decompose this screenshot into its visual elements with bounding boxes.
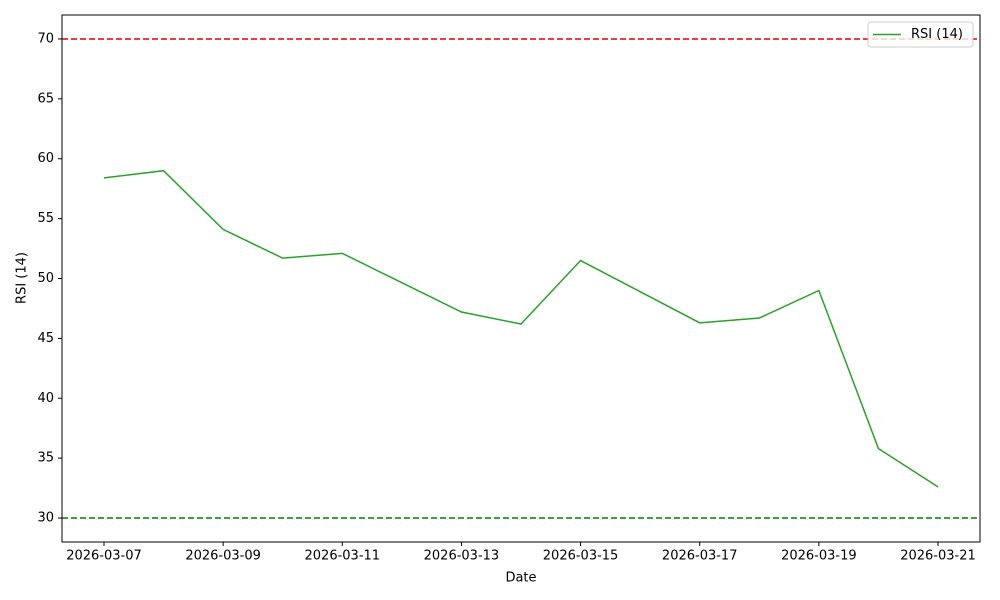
x-tick-label: 2026-03-21 (900, 549, 976, 564)
series-line (103, 169, 939, 488)
y-tick-label: 30 (37, 511, 54, 526)
x-tick-label: 2026-03-17 (662, 549, 738, 564)
x-tick-label: 2026-03-09 (185, 549, 261, 564)
plot-frame (61, 14, 981, 543)
y-tick-label: 35 (37, 451, 54, 466)
y-tick-label: 70 (37, 31, 54, 46)
x-tick-label: 2026-03-15 (543, 549, 619, 564)
legend-label: RSI (14) (911, 27, 963, 42)
y-tick-label: 50 (37, 271, 54, 286)
legend-box (867, 21, 974, 48)
y-tick-label: 45 (37, 331, 54, 346)
x-tick-label: 2026-03-11 (305, 549, 381, 564)
y-tick-label: 60 (37, 151, 54, 166)
x-axis-label: Date (505, 571, 536, 586)
x-tick-label: 2026-03-07 (66, 549, 142, 564)
y-tick-label: 55 (37, 211, 54, 226)
x-tick-label: 2026-03-19 (781, 549, 857, 564)
y-tick-label: 40 (37, 391, 54, 406)
x-tick-label: 2026-03-13 (424, 549, 500, 564)
y-tick-label: 65 (37, 91, 54, 106)
y-axis-label: RSI (14) (15, 252, 30, 304)
